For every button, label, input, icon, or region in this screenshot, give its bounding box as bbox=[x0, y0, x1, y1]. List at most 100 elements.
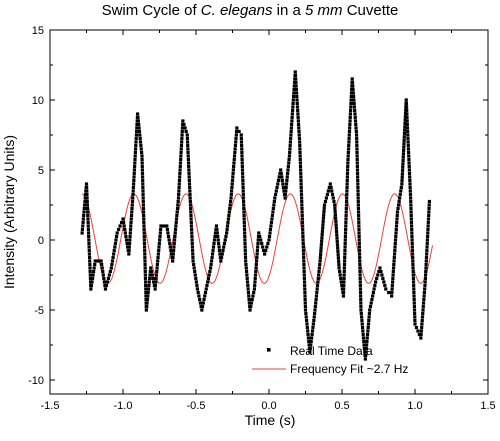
data-point bbox=[416, 329, 420, 333]
data-point bbox=[241, 171, 245, 176]
data-point bbox=[330, 189, 334, 193]
data-point bbox=[425, 238, 430, 242]
data-point bbox=[355, 157, 359, 162]
data-point bbox=[355, 164, 359, 169]
data-point bbox=[426, 231, 430, 235]
data-point bbox=[234, 140, 238, 144]
data-point bbox=[353, 119, 358, 123]
data-point bbox=[256, 241, 260, 246]
data-point bbox=[313, 304, 317, 309]
data-point bbox=[359, 308, 363, 312]
data-point bbox=[140, 175, 145, 179]
data-point bbox=[90, 276, 95, 281]
data-point bbox=[308, 346, 312, 351]
data-point bbox=[229, 196, 233, 200]
data-point bbox=[122, 224, 126, 228]
x-tick-label: 0.5 bbox=[334, 400, 349, 412]
data-point bbox=[300, 224, 305, 228]
data-point bbox=[299, 189, 303, 193]
data-point bbox=[136, 112, 140, 116]
title-part: Cuvette bbox=[342, 2, 399, 19]
data-point bbox=[82, 213, 86, 218]
data-point bbox=[110, 262, 114, 267]
data-point bbox=[181, 119, 185, 123]
data-point bbox=[318, 262, 322, 267]
data-point bbox=[342, 287, 346, 291]
data-point bbox=[387, 290, 391, 295]
data-point bbox=[362, 346, 367, 351]
data-point bbox=[209, 259, 214, 263]
data-point bbox=[409, 210, 413, 214]
data-point bbox=[138, 140, 143, 144]
data-point bbox=[303, 301, 307, 305]
data-point bbox=[402, 145, 406, 149]
data-point bbox=[212, 238, 217, 242]
data-point bbox=[252, 287, 256, 291]
data-point bbox=[328, 182, 332, 186]
data-point bbox=[298, 140, 302, 144]
data-point bbox=[407, 157, 411, 162]
title-part: C. elegans bbox=[200, 2, 273, 19]
data-point bbox=[287, 161, 291, 165]
data-point bbox=[87, 252, 92, 256]
data-point bbox=[303, 308, 308, 312]
legend-label: Real Time Data bbox=[290, 344, 373, 358]
data-point bbox=[219, 255, 224, 260]
data-point bbox=[301, 231, 305, 235]
data-point bbox=[257, 231, 261, 235]
data-point bbox=[425, 245, 429, 249]
data-point bbox=[346, 157, 350, 162]
data-point bbox=[129, 224, 133, 228]
data-point bbox=[350, 77, 354, 81]
data-point bbox=[123, 227, 127, 232]
data-point bbox=[177, 189, 181, 193]
data-point bbox=[169, 252, 174, 256]
data-point bbox=[395, 210, 400, 214]
data-point bbox=[178, 168, 182, 172]
data-point bbox=[269, 224, 273, 228]
data-point bbox=[327, 185, 331, 190]
data-point bbox=[254, 266, 258, 270]
data-point bbox=[113, 241, 118, 246]
data-point bbox=[344, 224, 348, 228]
data-point bbox=[317, 266, 321, 270]
data-point bbox=[232, 161, 236, 165]
data-point bbox=[297, 136, 302, 141]
data-point bbox=[301, 234, 305, 239]
data-point bbox=[391, 266, 396, 270]
data-point bbox=[231, 171, 235, 176]
data-point bbox=[295, 105, 300, 109]
data-point bbox=[412, 308, 417, 312]
data-point bbox=[171, 252, 175, 256]
data-point bbox=[210, 252, 215, 256]
data-point bbox=[351, 91, 355, 95]
data-point bbox=[411, 273, 415, 277]
data-point bbox=[128, 234, 132, 239]
data-point bbox=[173, 227, 178, 232]
data-point bbox=[143, 262, 147, 267]
data-point bbox=[86, 224, 90, 228]
data-point bbox=[367, 311, 372, 316]
data-point bbox=[422, 294, 426, 298]
data-point bbox=[88, 273, 92, 277]
data-point bbox=[155, 266, 159, 270]
data-point bbox=[322, 203, 327, 207]
data-point bbox=[235, 126, 239, 130]
data-point bbox=[92, 269, 96, 274]
data-point bbox=[298, 143, 302, 148]
data-point bbox=[361, 332, 365, 337]
data-point bbox=[311, 325, 315, 330]
data-point bbox=[230, 182, 234, 186]
data-point bbox=[189, 213, 193, 218]
data-point bbox=[373, 280, 378, 284]
data-point bbox=[358, 287, 363, 291]
data-point bbox=[143, 252, 147, 256]
data-point bbox=[346, 150, 350, 155]
data-point bbox=[294, 87, 298, 92]
data-point bbox=[189, 206, 193, 211]
data-point bbox=[302, 266, 306, 270]
data-point bbox=[189, 210, 193, 214]
data-point bbox=[141, 192, 145, 197]
data-point bbox=[373, 283, 377, 288]
